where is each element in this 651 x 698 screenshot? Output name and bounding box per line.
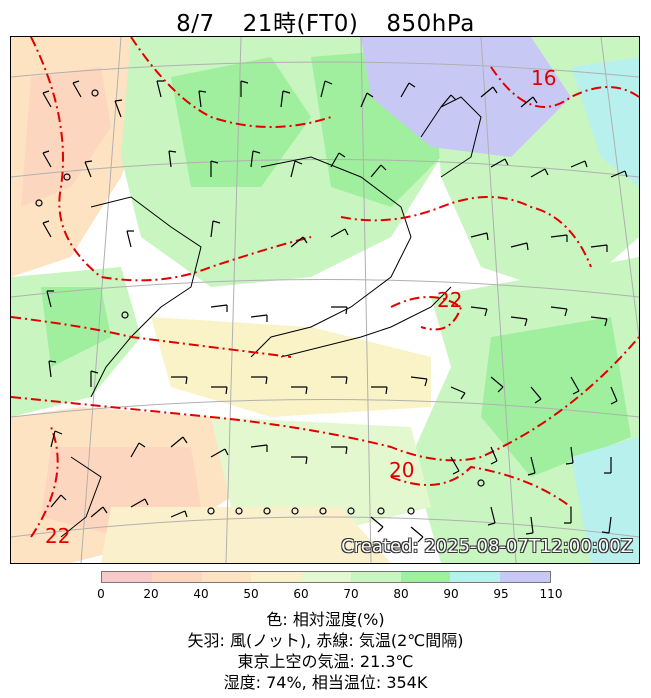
colorbar-tick: 110 <box>539 587 563 601</box>
colorbar-ticks: 0 20 40 50 60 70 80 90 95 110 <box>97 587 562 601</box>
title-time: 21時(FT0) <box>242 11 359 37</box>
colorbar-segment <box>102 572 152 582</box>
colorbar-segment <box>151 572 202 582</box>
legend-humidity: 湿度: 74%, 相当温位: 354K <box>223 673 428 692</box>
created-timestamp: Created: 2025-08-07T12:00:00Z <box>341 536 633 557</box>
legend-color: 色: 相対湿度(%) <box>266 610 385 629</box>
weather-map: 16 22 20 22 Created: 2025-08-07T12:00:00… <box>10 36 640 564</box>
colorbar-tick: 95 <box>493 587 509 601</box>
humidity-shading <box>11 37 639 563</box>
map-canvas: 16 22 20 22 <box>11 37 639 563</box>
contour-label-22: 22 <box>437 288 462 312</box>
colorbar-segment <box>450 572 501 582</box>
colorbar-tick: 40 <box>193 587 209 601</box>
legend-tokyo-temp: 東京上空の気温: 21.3℃ <box>237 652 414 671</box>
colorbar-tick: 90 <box>443 587 459 601</box>
temperature-contours <box>11 37 639 538</box>
title-level: 850hPa <box>386 11 475 37</box>
colorbar-segment <box>251 572 302 582</box>
colorbar-segment <box>201 572 252 582</box>
colorbar-segment <box>350 572 401 582</box>
wind-barbs <box>42 80 628 543</box>
colorbar-tick: 0 <box>97 587 105 601</box>
calm-markers <box>35 89 485 515</box>
colorbar-tick: 20 <box>143 587 159 601</box>
colorbar-tick: 60 <box>293 587 309 601</box>
title-date: 8/7 <box>176 11 215 37</box>
legend-barbs: 矢羽: 風(ノット), 赤線: 気温(2℃間隔) <box>187 631 464 650</box>
colorbar-segment <box>400 572 451 582</box>
contour-label-22-south: 22 <box>45 524 70 548</box>
colorbar-tick: 50 <box>243 587 259 601</box>
colorbar-tick: 80 <box>393 587 409 601</box>
colorbar-segment <box>500 572 551 582</box>
chart-title: 8/7 21時(FT0) 850hPa <box>0 4 651 38</box>
contour-label-16: 16 <box>531 66 556 90</box>
humidity-colorbar <box>101 571 551 583</box>
contour-label-20: 20 <box>389 458 414 482</box>
colorbar-segment <box>301 572 351 582</box>
coastlines <box>60 96 482 538</box>
graticule <box>11 37 639 563</box>
colorbar-tick: 70 <box>343 587 359 601</box>
